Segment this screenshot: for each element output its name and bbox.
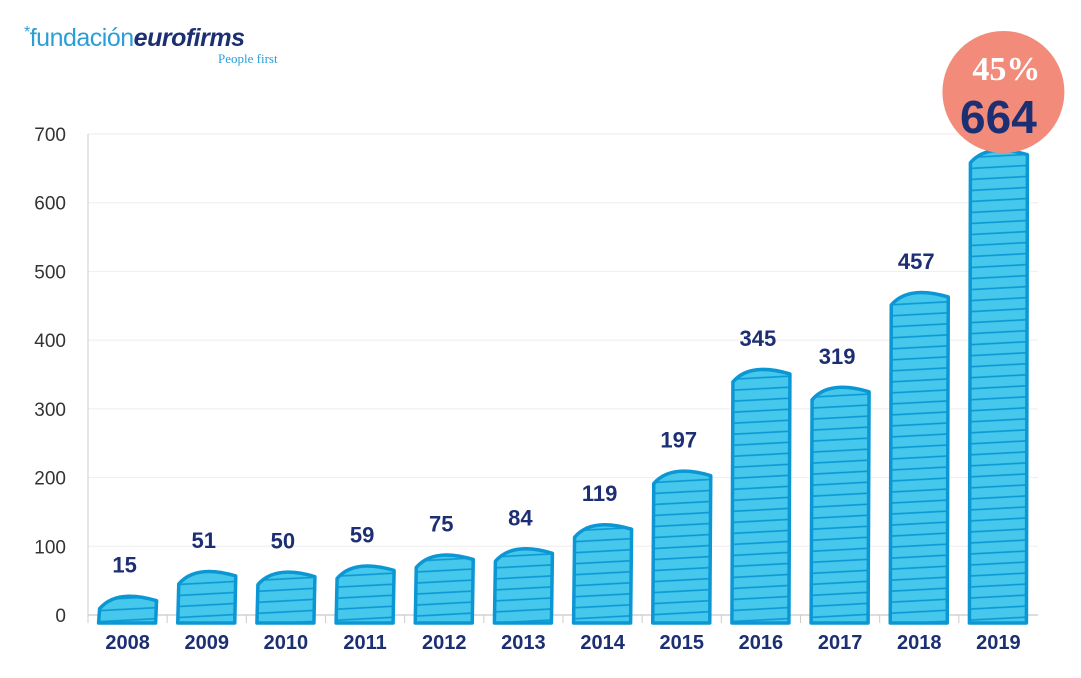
- bar-2015: [651, 469, 713, 625]
- bar-2009: [176, 569, 238, 625]
- x-tick-label: 2011: [343, 632, 386, 654]
- x-tick-label: 2016: [739, 632, 784, 654]
- logo: *fundacióneurofirms People first: [24, 24, 278, 66]
- bar-2013: [492, 547, 555, 625]
- x-tick-label: 2018: [897, 632, 942, 654]
- bar-2019: [967, 148, 1030, 625]
- y-tick-label: 200: [34, 469, 66, 490]
- data-label: 345: [740, 326, 777, 351]
- x-tick-label: 2014: [580, 632, 625, 654]
- y-tick-label: 400: [34, 331, 66, 352]
- data-label: 664: [960, 91, 1037, 143]
- y-tick-label: 500: [34, 262, 66, 283]
- x-tick-label: 2009: [185, 632, 230, 654]
- x-tick-label: 2012: [422, 632, 467, 654]
- highlight-badge: [942, 31, 1065, 153]
- x-tick-label: 2019: [976, 632, 1021, 654]
- percent-label: 45%: [972, 51, 1040, 88]
- bar-2010: [255, 570, 317, 625]
- x-tick-label: 2015: [660, 632, 705, 654]
- logo-name-light: fundación: [29, 24, 134, 52]
- bar-2008: [96, 594, 159, 625]
- logo-name-bold: eurofirms: [133, 24, 245, 52]
- bar-2014: [571, 523, 634, 625]
- data-label: 457: [898, 249, 935, 274]
- x-tick-label: 2008: [105, 632, 150, 654]
- y-tick-label: 100: [34, 537, 66, 558]
- x-tick-label: 2010: [264, 632, 309, 654]
- data-label: 119: [582, 481, 618, 506]
- bar-2017: [809, 385, 871, 625]
- data-label: 319: [819, 344, 856, 369]
- data-label: 84: [508, 505, 533, 530]
- y-tick-label: 0: [55, 606, 66, 627]
- logo-tagline: People first: [218, 51, 278, 66]
- logo-star-icon: *: [24, 24, 30, 41]
- data-label: 50: [271, 529, 295, 554]
- data-label: 15: [112, 553, 136, 578]
- data-label: 51: [192, 528, 216, 553]
- bar-2016: [730, 367, 792, 625]
- x-tick-label: 2013: [501, 632, 546, 654]
- bar-2012: [413, 553, 475, 625]
- data-label: 197: [660, 428, 697, 453]
- bar-2018: [888, 290, 950, 625]
- y-tick-label: 600: [34, 194, 66, 215]
- data-label: 59: [350, 522, 374, 547]
- x-tick-label: 2017: [818, 632, 863, 654]
- y-tick-label: 700: [34, 125, 66, 146]
- bar-2011: [334, 564, 396, 625]
- y-tick-label: 300: [34, 400, 66, 421]
- data-label: 75: [429, 511, 453, 536]
